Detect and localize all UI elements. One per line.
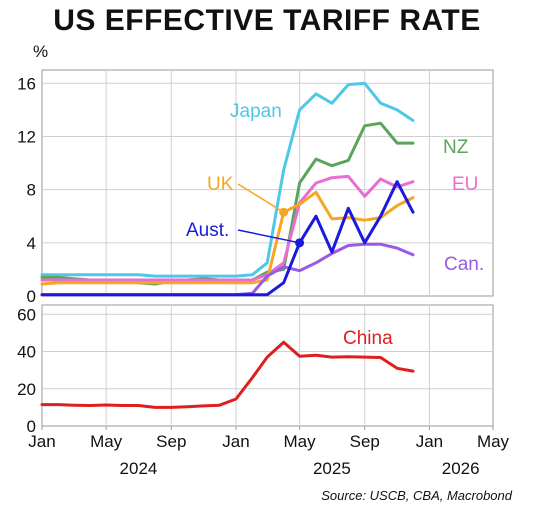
source-note: Source: USCB, CBA, Macrobond (321, 488, 512, 503)
x-tick-label: Jan (222, 432, 249, 451)
x-tick-label: Sep (156, 432, 186, 451)
leader-marker (279, 207, 289, 217)
x-tick-label: Jan (416, 432, 443, 451)
y-tick-label: 0 (27, 287, 36, 306)
top-panel: 0 4 8 12 16 Japan NZ EU UK Aust. Can. (17, 69, 494, 306)
series-label-japan: Japan (230, 101, 282, 122)
y-tick-label: 60 (17, 305, 36, 324)
series-line-eu (40, 174, 415, 282)
series-line-japan (40, 81, 415, 278)
series-label-nz: NZ (443, 137, 469, 158)
leader-line (237, 183, 285, 213)
x-year-label: 2024 (120, 459, 158, 478)
series-line-nz (40, 121, 415, 286)
x-tick-label: May (284, 432, 317, 451)
series-label-china: China (343, 328, 393, 349)
x-axis: Jan May Sep Jan May Sep Jan May 2024 2025 2026 (28, 426, 510, 478)
series-label-eu: EU (452, 174, 478, 195)
chart-title: US EFFECTIVE TARIFF RATE (53, 4, 481, 37)
x-tick-label: May (477, 432, 510, 451)
y-tick-label: 4 (27, 234, 36, 253)
y-tick-label: 40 (17, 343, 36, 362)
y-tick-label: 12 (17, 127, 36, 146)
x-year-label: 2025 (313, 459, 351, 478)
x-tick-label: Jan (28, 432, 55, 451)
series-label-uk: UK (207, 174, 234, 195)
series-line-china (40, 340, 415, 409)
y-unit-label: % (33, 42, 48, 61)
bottom-panel: 0 20 40 60 China (17, 304, 494, 436)
series-label-can: Can. (444, 254, 484, 275)
leader-marker (295, 238, 305, 248)
y-tick-label: 8 (27, 181, 36, 200)
y-tick-label: 16 (17, 74, 36, 93)
series-line-uk (40, 190, 415, 286)
series-line-aust (40, 180, 415, 297)
y-tick-label: 0 (27, 417, 36, 436)
series-label-aust: Aust. (186, 220, 229, 241)
x-tick-label: May (90, 432, 123, 451)
leader-line (237, 229, 300, 244)
x-tick-label: Sep (350, 432, 380, 451)
series-line-can (40, 242, 415, 297)
plot-frame (41, 304, 494, 427)
y-tick-label: 20 (17, 380, 36, 399)
x-year-label: 2026 (442, 459, 480, 478)
